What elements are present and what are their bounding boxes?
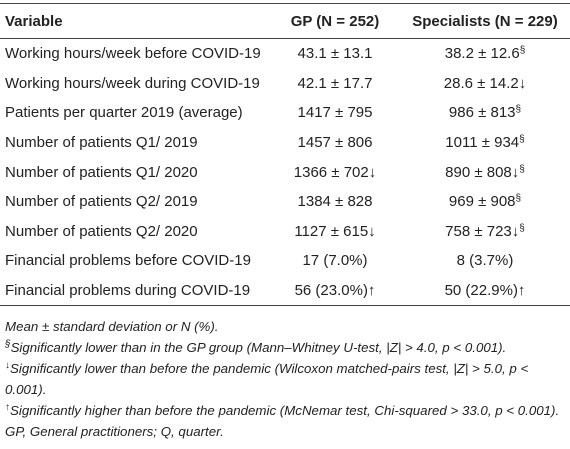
cell: 986 ± 813§ bbox=[400, 98, 570, 128]
cell: 1127 ± 615↓ bbox=[294, 222, 376, 240]
cell-marker: § bbox=[519, 163, 525, 175]
footnote: ↑Significantly higher than before the pa… bbox=[5, 400, 565, 421]
footnote-text: GP, General practitioners; Q, quarter. bbox=[5, 424, 224, 440]
cell: 43.1 ± 13.1 bbox=[297, 45, 373, 63]
table-row: Working hours/week during COVID-19 42.1 ±… bbox=[0, 69, 570, 99]
row-label: Working hours/week during COVID-19 bbox=[5, 74, 260, 92]
cell-value: 1011 ± 934 bbox=[445, 134, 520, 152]
footnote: ↓Significantly lower than before the pan… bbox=[5, 358, 565, 400]
cell: 758 ± 723↓§ bbox=[400, 217, 570, 247]
table-row: Financial problems during COVID-19 56 (23… bbox=[0, 276, 570, 306]
footnote-marker: ↑ bbox=[5, 402, 10, 414]
row-label: Financial problems before COVID-19 bbox=[5, 252, 251, 270]
row-label: Number of patients Q2/ 2019 bbox=[5, 193, 198, 211]
cell: 1366 ± 702↓ bbox=[293, 163, 377, 181]
table-row: Number of patients Q2/ 2020 1127 ± 615↓ 75… bbox=[0, 217, 570, 247]
cell-value: 969 ± 908 bbox=[448, 193, 516, 211]
footnote-text: Mean ± standard deviation or N (%). bbox=[5, 319, 219, 335]
footnote: §Significantly lower than in the GP grou… bbox=[5, 337, 565, 358]
row-label: Patients per quarter 2019 (average) bbox=[5, 104, 243, 122]
cell-marker: § bbox=[515, 193, 522, 205]
row-label: Number of patients Q1/ 2019 bbox=[5, 134, 198, 152]
table-body: Working hours/week before COVID-19 43.1 ±… bbox=[0, 39, 570, 306]
table-row: Number of patients Q1/ 2019 1457 ± 806 101… bbox=[0, 128, 570, 158]
footnotes: Mean ± standard deviation or N (%). §Sign… bbox=[0, 306, 570, 442]
row-label: Financial problems during COVID-19 bbox=[5, 282, 251, 300]
cell-value: 758 ± 723↓ bbox=[445, 222, 520, 240]
cell: 969 ± 908§ bbox=[400, 187, 570, 217]
row-label: Number of patients Q1/ 2020 bbox=[5, 163, 198, 181]
cell-marker: § bbox=[515, 104, 522, 116]
cell: 17 (7.0%) bbox=[302, 252, 368, 270]
footnote-marker: § bbox=[5, 339, 11, 351]
cell: 1384 ± 828 bbox=[297, 193, 373, 211]
table-row: Number of patients Q2/ 2019 1384 ± 828 969… bbox=[0, 187, 570, 217]
cell-value: 38.2 ± 12.6 bbox=[444, 45, 520, 63]
cell: 1417 ± 795 bbox=[297, 104, 373, 122]
cell: 1457 ± 806 bbox=[297, 134, 373, 152]
footnote-text: Significantly lower than before the pand… bbox=[5, 361, 529, 398]
data-table: Variable GP (N = 252) Specialists (N = 229… bbox=[0, 3, 570, 306]
cell-value: 986 ± 813 bbox=[448, 104, 516, 122]
footnote: GP, General practitioners; Q, quarter. bbox=[5, 421, 565, 442]
row-label: Working hours/week before COVID-19 bbox=[5, 45, 261, 63]
cell: 8 (3.7%) bbox=[456, 252, 514, 270]
cell: 56 (23.0%)↑ bbox=[294, 282, 376, 300]
table-row: Patients per quarter 2019 (average) 1417 … bbox=[0, 98, 570, 128]
table-row: Financial problems before COVID-19 17 (7.… bbox=[0, 246, 570, 276]
cell-value: 890 ± 808↓ bbox=[445, 163, 520, 181]
cell: 38.2 ± 12.6§ bbox=[400, 39, 570, 69]
column-header: Variable bbox=[5, 12, 63, 30]
footnote-text: Significantly higher than before the pan… bbox=[10, 403, 560, 419]
cell: 28.6 ± 14.2↓ bbox=[443, 74, 527, 92]
column-header: Specialists (N = 229) bbox=[412, 12, 558, 30]
table-row: Working hours/week before COVID-19 43.1 ±… bbox=[0, 39, 570, 69]
cell: 42.1 ± 17.7 bbox=[297, 74, 373, 92]
cell-marker: § bbox=[519, 45, 526, 57]
cell-marker: § bbox=[519, 134, 525, 146]
column-header: GP (N = 252) bbox=[290, 12, 380, 30]
cell: 890 ± 808↓§ bbox=[400, 157, 570, 187]
cell-marker: § bbox=[519, 222, 525, 234]
header-row: Variable GP (N = 252) Specialists (N = 229… bbox=[0, 3, 570, 39]
footnote-marker: ↓ bbox=[5, 360, 10, 372]
footnote: Mean ± standard deviation or N (%). bbox=[5, 316, 565, 337]
cell: 1011 ± 934§ bbox=[400, 128, 570, 158]
footnote-text: Significantly lower than in the GP group… bbox=[10, 340, 507, 356]
row-label: Number of patients Q2/ 2020 bbox=[5, 222, 198, 240]
table-row: Number of patients Q1/ 2020 1366 ± 702↓ 89… bbox=[0, 157, 570, 187]
cell: 50 (22.9%)↑ bbox=[444, 282, 526, 300]
